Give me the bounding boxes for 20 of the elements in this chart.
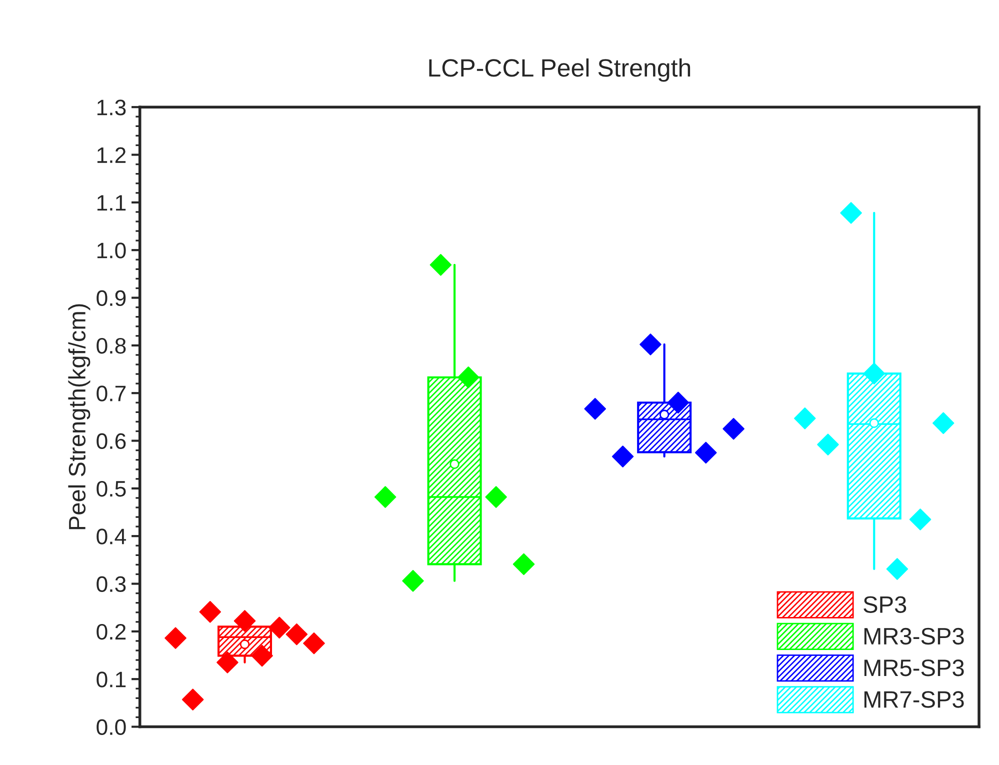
y-tick-label: 0.3 (96, 576, 126, 592)
y-tick-label: 0.6 (96, 433, 126, 450)
y-tick-label: 0.2 (96, 624, 126, 640)
y-tick-label: 1.3 (97, 100, 126, 116)
legend-label: MR5-SP3 (864, 660, 964, 676)
y-tick-label: 0.8 (96, 338, 126, 354)
y-tick-label: 1.0 (97, 242, 126, 258)
legend-label: MR3-SP3 (864, 628, 964, 645)
y-tick-label: 0.0 (96, 719, 126, 736)
y-tick-label: 0.7 (96, 386, 126, 402)
y-tick-label: 0.5 (96, 480, 126, 497)
legend-label: SP3 (864, 596, 906, 613)
y-tick-label: 0.1 (96, 672, 126, 688)
legend-label: MR7-SP3 (864, 691, 964, 708)
chart-title: LCP-CCL Peel Strength (429, 58, 690, 82)
y-tick-label: 1.1 (97, 195, 126, 210)
y-tick-label: 1.2 (97, 147, 126, 163)
y-tick-label: 0.9 (96, 290, 126, 306)
y-tick-label: 0.4 (96, 528, 126, 544)
y-axis-title: Peel Strength(kgf/cm) (68, 304, 90, 530)
